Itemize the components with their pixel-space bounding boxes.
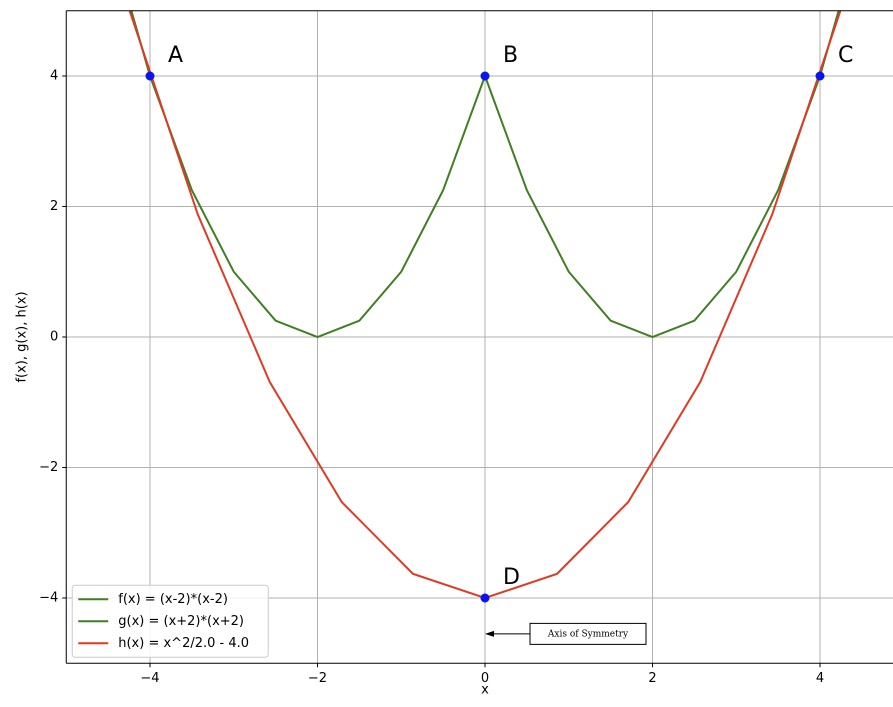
point — [815, 71, 825, 81]
point — [480, 71, 490, 81]
point — [480, 593, 490, 603]
point-label: B — [503, 43, 518, 68]
annotation-text: Axis of Symmetry — [547, 629, 629, 639]
point-label: C — [838, 43, 853, 68]
legend-box — [71, 584, 269, 658]
legend-label: h(x) = x^2/2.0 - 4.0 — [118, 636, 249, 651]
y-tick-label: 0 — [50, 330, 58, 345]
legend-label: f(x) = (x-2)*(x-2) — [118, 592, 228, 607]
x-tick-label: −2 — [308, 671, 327, 686]
x-axis-label: x — [481, 683, 489, 698]
plot-area — [128, 10, 842, 603]
annotation-box — [529, 622, 647, 645]
series-line — [130, 10, 486, 339]
x-tick-label: 0 — [481, 671, 489, 686]
point-label: D — [503, 565, 520, 590]
grid — [66, 10, 893, 664]
point-label: A — [168, 43, 183, 68]
annotation-arrowhead — [485, 630, 494, 637]
point — [145, 71, 155, 81]
x-tick-label: 2 — [648, 671, 656, 686]
y-tick-label: 4 — [50, 69, 58, 84]
series-line — [484, 10, 840, 339]
x-tick-label: −4 — [140, 671, 159, 686]
y-axis-label: f(x), g(x), h(x) — [15, 291, 30, 382]
y-tick-label: −2 — [39, 460, 58, 475]
y-tick-label: −4 — [39, 591, 58, 606]
x-tick-label: 4 — [816, 671, 824, 686]
legend-label: g(x) = (x+2)*(x+2) — [118, 614, 244, 629]
y-tick-label: 2 — [50, 199, 58, 214]
